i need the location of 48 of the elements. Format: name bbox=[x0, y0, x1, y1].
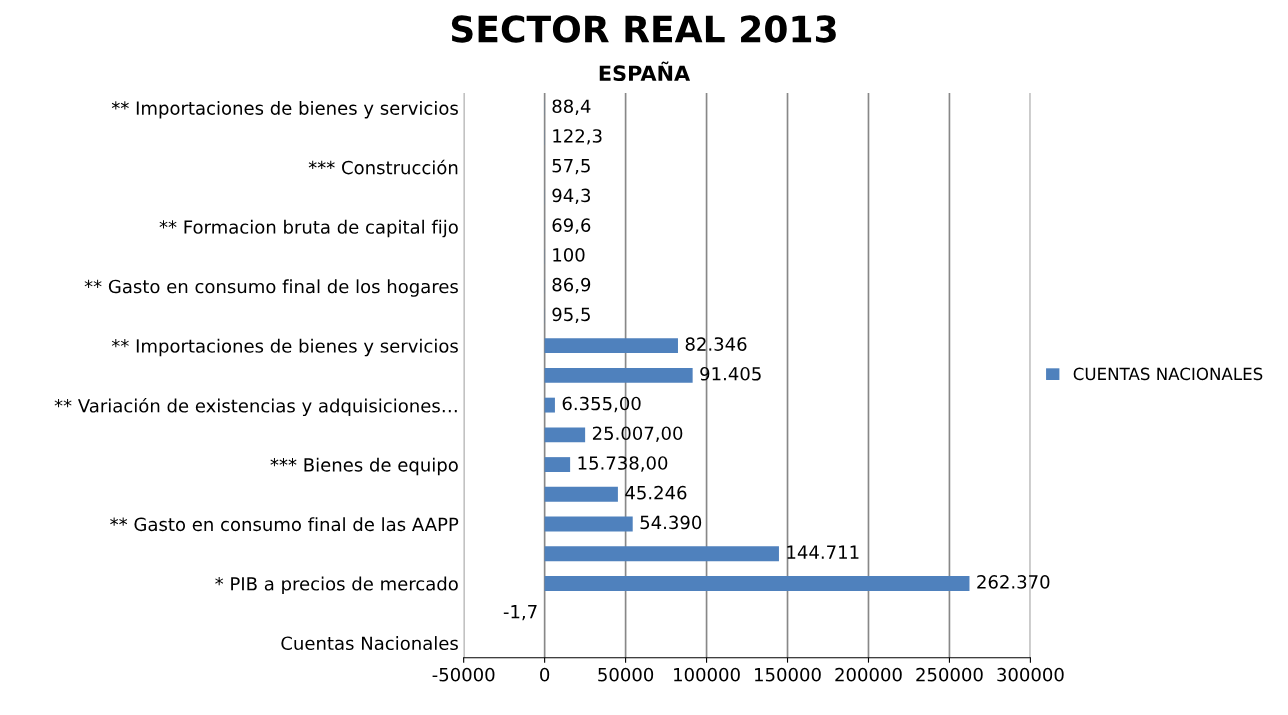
x-tick-label: 200000 bbox=[835, 667, 902, 682]
bar bbox=[544, 427, 586, 443]
x-tick-label: 150000 bbox=[755, 667, 821, 682]
y-tick-label: *** Construcción bbox=[308, 159, 458, 175]
bar bbox=[544, 367, 693, 383]
data-label: 69,6 bbox=[552, 218, 591, 234]
data-label: 100 bbox=[553, 248, 585, 262]
data-label: 6.355,00 bbox=[562, 396, 641, 413]
data-label: 95,5 bbox=[552, 307, 590, 323]
legend-label: CUENTAS NACIONALES bbox=[1073, 367, 1263, 381]
data-label: 91.405 bbox=[700, 366, 761, 381]
y-tick-label: ** Importaciones de bienes y servicios bbox=[111, 100, 458, 119]
data-label: 25.007,00 bbox=[592, 426, 683, 442]
y-tick-label: ** Gasto en consumo final de las AAPP bbox=[110, 517, 459, 532]
data-label: -1,7 bbox=[503, 605, 537, 621]
y-tick-label: ** Variación de existencias y adquisiciones… bbox=[54, 397, 457, 417]
data-label: 94,3 bbox=[552, 188, 591, 205]
data-label: 82.346 bbox=[685, 337, 747, 351]
data-label: 144.711 bbox=[787, 545, 859, 559]
x-tick-label: 0 bbox=[540, 667, 550, 682]
y-tick-label: ** Gasto en consumo final de los hogares bbox=[84, 279, 458, 297]
y-tick-label: Cuentas Nacionales bbox=[281, 636, 458, 651]
y-tick-label: * PIB a precios de mercado bbox=[215, 576, 458, 595]
data-label: 15.738,00 bbox=[578, 456, 668, 472]
bar bbox=[544, 338, 678, 354]
bar bbox=[544, 576, 970, 591]
data-label: 262.370 bbox=[977, 575, 1050, 589]
data-label: 86,9 bbox=[552, 277, 591, 294]
data-label: 122,3 bbox=[553, 129, 602, 145]
x-tick-label: 300000 bbox=[997, 667, 1064, 682]
chart-subtitle: ESPAÑA bbox=[599, 61, 691, 82]
bar bbox=[544, 457, 571, 472]
data-label: 45.246 bbox=[625, 485, 687, 500]
bar bbox=[544, 486, 618, 502]
x-tick-label: 100000 bbox=[674, 667, 740, 682]
data-label: 54.390 bbox=[640, 515, 702, 530]
bar bbox=[544, 397, 555, 413]
bar bbox=[544, 516, 633, 532]
y-tick-label: ** Formacion bruta de capital fijo bbox=[159, 219, 458, 238]
x-tick-label: -50000 bbox=[432, 667, 495, 682]
bar bbox=[544, 546, 779, 562]
chart-title: SECTOR REAL 2013 bbox=[451, 15, 836, 43]
y-tick-label: ** Importaciones de bienes y servicios bbox=[111, 338, 458, 357]
x-tick-label: 50000 bbox=[598, 667, 654, 682]
x-tick-label: 250000 bbox=[916, 667, 983, 682]
y-tick-label: *** Bienes de equipo bbox=[270, 457, 458, 476]
data-label: 57,5 bbox=[552, 159, 590, 175]
data-label: 88,4 bbox=[552, 99, 591, 115]
